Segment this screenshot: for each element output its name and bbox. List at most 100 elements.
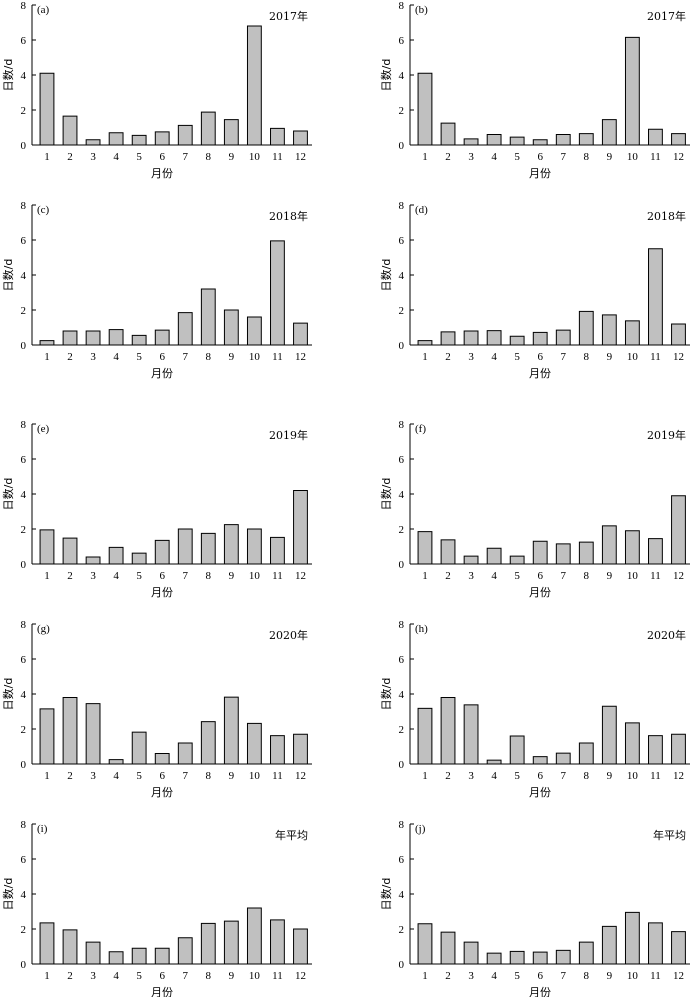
- y-tick-label: 8: [21, 419, 27, 431]
- x-tick-label: 12: [295, 351, 306, 363]
- y-tick-label: 6: [399, 454, 405, 466]
- y-tick-label: 4: [399, 70, 405, 82]
- bar: [200, 111, 216, 146]
- bar: [62, 115, 78, 146]
- bar: [270, 735, 285, 765]
- x-tick-label: 10: [249, 351, 261, 363]
- y-axis-title: 日数/d: [2, 878, 15, 911]
- y-axis-title: 日数/d: [380, 678, 393, 711]
- bar: [601, 925, 617, 965]
- x-tick-label: 2: [67, 770, 73, 782]
- chart-title: 年平均: [275, 828, 308, 842]
- y-tick-label: 6: [399, 854, 405, 866]
- x-tick-label: 2: [445, 970, 451, 982]
- bar: [578, 941, 594, 965]
- x-tick-label: 8: [206, 351, 212, 363]
- x-tick-label: 4: [491, 351, 497, 363]
- bar: [601, 705, 617, 765]
- x-tick-label: 5: [136, 151, 142, 163]
- x-tick-label: 6: [537, 770, 543, 782]
- bar: [648, 735, 663, 765]
- bar: [509, 335, 525, 346]
- bar: [39, 529, 55, 565]
- bar: [39, 708, 55, 765]
- y-axis-title: 日数/d: [2, 259, 15, 292]
- bar: [417, 340, 433, 346]
- bar: [532, 951, 548, 965]
- bar: [154, 947, 170, 965]
- bar: [177, 528, 193, 565]
- bar: [555, 134, 571, 146]
- y-tick-label: 4: [399, 889, 405, 901]
- bar: [440, 122, 456, 146]
- panel-label: (c): [37, 204, 50, 216]
- y-tick-label: 4: [21, 270, 27, 282]
- x-tick-label: 11: [650, 970, 661, 982]
- bar: [131, 334, 147, 346]
- y-tick-label: 4: [21, 889, 27, 901]
- bar: [463, 941, 479, 965]
- panel-label: (d): [415, 204, 428, 216]
- bar: [177, 312, 193, 346]
- bar: [223, 309, 239, 346]
- y-tick-label: 2: [399, 524, 405, 536]
- x-tick-label: 2: [445, 770, 451, 782]
- y-tick-label: 4: [21, 70, 27, 82]
- bar: [486, 134, 502, 146]
- x-tick-label: 1: [44, 151, 50, 163]
- x-tick-label: 2: [67, 970, 73, 982]
- x-tick-label: 1: [422, 970, 428, 982]
- bar: [246, 25, 262, 146]
- bar: [648, 538, 663, 565]
- x-tick-label: 1: [44, 570, 50, 582]
- bar: [246, 528, 262, 565]
- bar: [509, 950, 525, 965]
- panel-label: (g): [37, 623, 50, 635]
- bar: [39, 340, 55, 346]
- y-tick-label: 6: [21, 854, 27, 866]
- bar: [108, 329, 124, 346]
- chart-title: 年平均: [653, 828, 686, 842]
- y-axis-title: 日数/d: [380, 259, 393, 292]
- bar: [671, 323, 686, 346]
- bar: [293, 490, 308, 565]
- bar: [601, 314, 617, 346]
- x-tick-label: 9: [229, 570, 235, 582]
- bar: [85, 941, 101, 965]
- x-axis-title: 月份: [151, 986, 173, 997]
- x-tick-label: 12: [295, 770, 306, 782]
- x-tick-label: 7: [183, 351, 189, 363]
- bar: [440, 697, 456, 765]
- bar: [486, 547, 502, 565]
- x-tick-label: 7: [183, 151, 189, 163]
- x-tick-label: 1: [44, 770, 50, 782]
- y-tick-label: 2: [21, 924, 27, 936]
- bar: [555, 329, 571, 346]
- bar: [223, 920, 239, 965]
- x-tick-label: 11: [272, 770, 283, 782]
- bar: [624, 36, 640, 146]
- bar: [108, 951, 124, 965]
- y-tick-label: 2: [399, 724, 405, 736]
- bar: [509, 735, 525, 765]
- bar: [246, 907, 262, 965]
- x-tick-label: 2: [445, 570, 451, 582]
- x-tick-label: 5: [514, 570, 520, 582]
- bar: [177, 937, 193, 965]
- x-tick-label: 4: [491, 970, 497, 982]
- y-tick-label: 8: [21, 619, 27, 631]
- bar: [486, 952, 502, 965]
- x-tick-label: 9: [607, 770, 613, 782]
- x-tick-label: 6: [537, 351, 543, 363]
- x-tick-label: 2: [445, 151, 451, 163]
- x-tick-label: 3: [90, 151, 96, 163]
- x-tick-label: 8: [206, 970, 212, 982]
- x-tick-label: 12: [673, 770, 684, 782]
- bar: [62, 697, 78, 765]
- bar: [85, 330, 101, 346]
